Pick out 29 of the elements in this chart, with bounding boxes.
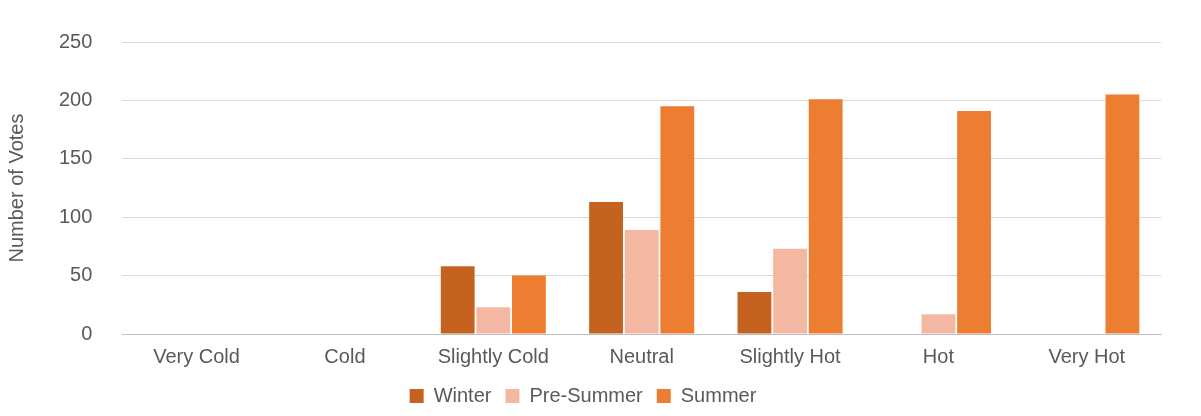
bar [737, 291, 772, 334]
y-tick-label: 0 [81, 321, 93, 344]
x-tick-label: Very Hot [1048, 344, 1126, 367]
y-tick-label: 250 [58, 29, 93, 52]
y-tick-label: 100 [58, 204, 93, 227]
x-tick-label: Cold [324, 344, 366, 367]
x-tick-label: Slightly Cold [437, 344, 549, 367]
legend-label: Pre-Summer [529, 383, 644, 406]
bar [476, 307, 511, 334]
x-tick-label: Neutral [609, 344, 674, 367]
bar [624, 230, 659, 334]
bar [589, 202, 623, 334]
bar [440, 266, 475, 334]
bar [512, 275, 546, 334]
legend-label: Summer [680, 383, 757, 406]
bar [921, 314, 956, 334]
bar [773, 248, 807, 334]
bar [957, 110, 991, 334]
bar [1105, 94, 1140, 334]
x-tick-label: Hot [922, 344, 955, 367]
x-tick-label: Very Cold [153, 344, 240, 367]
y-tick-label: 150 [58, 146, 93, 169]
legend-label: Winter [433, 383, 492, 406]
y-axis-title: Number of Votes [4, 113, 27, 263]
bar [660, 106, 695, 334]
y-tick-label: 200 [58, 87, 93, 110]
bar [808, 99, 843, 334]
x-tick-label: Slightly Hot [739, 344, 842, 367]
y-tick-label: 50 [70, 263, 93, 286]
